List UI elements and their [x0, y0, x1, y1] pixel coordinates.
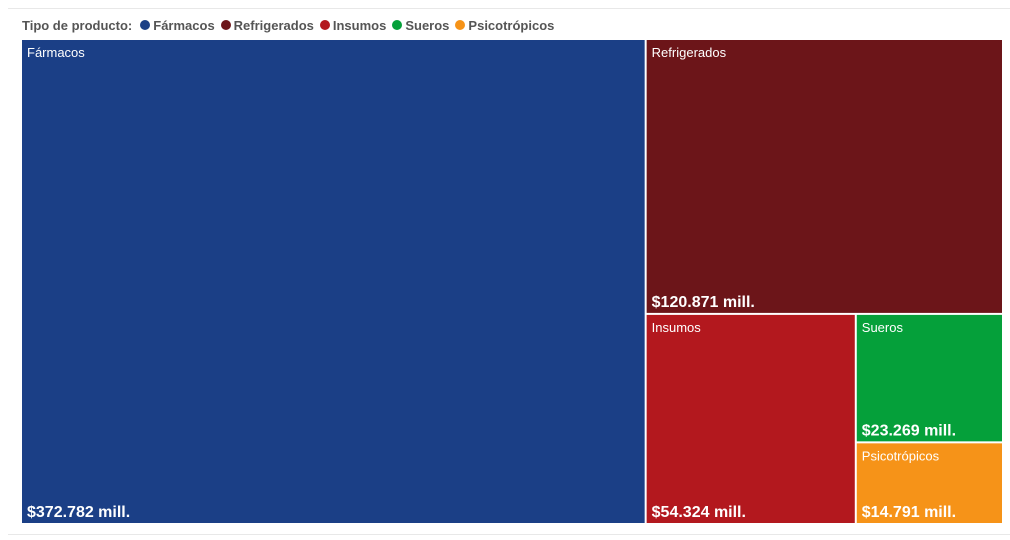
legend-item-2[interactable]: Insumos: [319, 17, 387, 33]
legend-item-label: Fármacos: [153, 17, 215, 33]
tile-name-label: Psicotrópicos: [862, 448, 940, 463]
tile-rect[interactable]: [22, 40, 645, 523]
legend-dot-icon: [319, 20, 330, 30]
tile-3[interactable]: Sueros $23.269 mill.: [856, 314, 1002, 442]
legend-dot-icon: [455, 20, 466, 30]
tile-name-label: Insumos: [652, 320, 702, 335]
tile-name-label: Fármacos: [27, 45, 85, 60]
tile-name-label: Sueros: [862, 320, 904, 335]
tile-4[interactable]: Psicotrópicos $14.791 mill.: [856, 443, 1002, 523]
tile-rect[interactable]: [646, 314, 855, 523]
tile-value-label: $120.871 mill.: [652, 294, 755, 311]
tile-0[interactable]: Fármacos $372.782 mill.: [22, 40, 645, 523]
legend-item-label: Psicotrópicos: [468, 17, 555, 33]
legend-dot-icon: [392, 20, 403, 30]
tile-rect[interactable]: [856, 314, 1002, 442]
legend-dot-icon: [220, 20, 231, 30]
tile-value-label: $54.324 mill.: [652, 504, 746, 521]
tile-1[interactable]: Refrigerados $120.871 mill.: [646, 40, 1002, 313]
legend-item-label: Insumos: [332, 17, 387, 33]
legend-item-0[interactable]: Fármacos: [140, 17, 215, 33]
tile-2[interactable]: Insumos $54.324 mill.: [646, 314, 855, 523]
tile-rect[interactable]: [646, 40, 1002, 313]
legend-dot-icon: [140, 20, 151, 30]
legend-item-label: Sueros: [405, 17, 450, 33]
tile-value-label: $372.782 mill.: [27, 504, 130, 521]
legend-items: Fármacos Refrigerados Insumos Sueros Psicotr…: [140, 18, 560, 33]
legend-item-1[interactable]: Refrigerados: [220, 17, 314, 33]
chart-frame: [8, 8, 1010, 535]
legend-item-4[interactable]: Psicotrópicos: [455, 18, 554, 33]
tile-name-label: Refrigerados: [652, 45, 727, 60]
tile-value-label: $23.269 mill.: [862, 422, 956, 439]
legend-item-3[interactable]: Sueros: [392, 18, 449, 33]
legend: Tipo de producto: Fármacos Refrigerados In…: [22, 16, 560, 34]
legend-title: Tipo de producto:: [22, 17, 133, 33]
tile-rect[interactable]: [856, 443, 1002, 523]
tile-value-label: $14.791 mill.: [862, 504, 956, 521]
legend-item-label: Refrigerados: [233, 17, 314, 33]
